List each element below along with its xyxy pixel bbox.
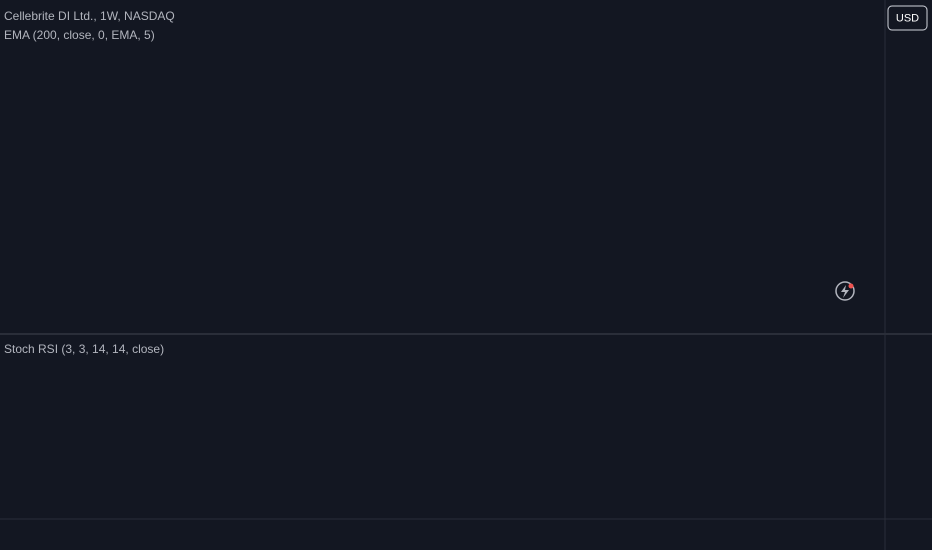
alert-dot (848, 283, 854, 289)
currency-label: USD (896, 12, 919, 24)
currency-button[interactable] (887, 5, 928, 31)
alert-icon[interactable] (835, 281, 855, 301)
ema-label: EMA (200, close, 0, EMA, 5) (4, 28, 155, 42)
symbol-title: Cellebrite DI Ltd., 1W, NASDAQ (4, 9, 175, 23)
stoch-title: Stoch RSI (3, 3, 14, 14, close) (4, 342, 164, 356)
alert-bolt (841, 285, 849, 298)
